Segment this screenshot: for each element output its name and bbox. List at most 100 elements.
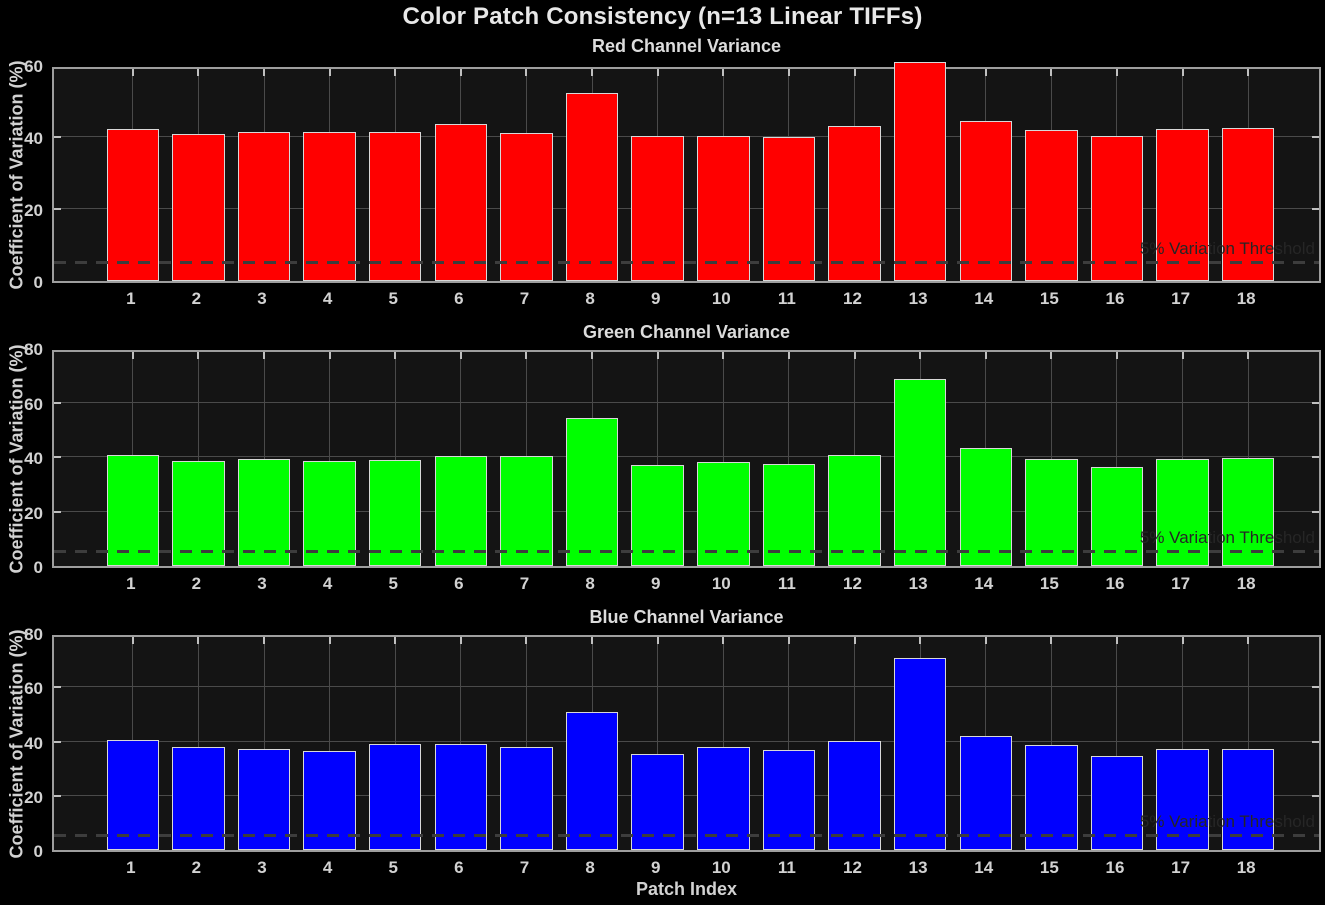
bar-green-5: [369, 459, 422, 566]
x-tick-label: 17: [1171, 858, 1191, 877]
axis-tick: [197, 352, 200, 359]
x-tick-label: 1: [126, 574, 136, 593]
bar-red-6: [434, 124, 488, 281]
bar-red-17: [1156, 129, 1209, 281]
bar-green-1: [106, 455, 160, 566]
x-tick-label: 9: [650, 858, 661, 877]
x-tick-label: 14: [974, 574, 994, 593]
gridline-vertical: [1116, 352, 1118, 566]
axis-tick: [787, 352, 790, 359]
axis-tick: [853, 69, 856, 76]
bar-blue-8: [565, 711, 619, 850]
axis-tick: [722, 352, 725, 359]
axis-tick: [131, 637, 134, 644]
bar-red-5: [369, 131, 422, 281]
gridline-vertical: [1182, 637, 1184, 850]
axis-tick: [1312, 136, 1319, 138]
gridline-horizontal: [54, 510, 1319, 512]
bar-blue-10: [697, 746, 750, 850]
x-tick-label: 13: [908, 289, 928, 308]
axis-tick: [525, 637, 528, 644]
bar-red-8: [565, 92, 619, 281]
x-tick-label: 9: [650, 289, 661, 308]
x-tick-label: 5: [388, 289, 398, 308]
axis-tick: [1247, 69, 1250, 76]
gridline-vertical: [263, 637, 265, 850]
x-tick-label: 6: [454, 574, 464, 593]
bar-blue-6: [434, 743, 488, 850]
axis-tick: [984, 69, 987, 76]
x-tick-label: 2: [191, 858, 202, 877]
x-tick-label: 12: [843, 858, 862, 877]
x-tick-label: 11: [777, 574, 796, 593]
axis-tick: [591, 69, 594, 76]
gridline-vertical: [788, 637, 790, 850]
x-tick-label: 3: [257, 858, 267, 877]
axis-tick: [54, 740, 61, 743]
x-tick-label: 2: [191, 289, 202, 308]
x-tick-label: 6: [454, 858, 464, 877]
gridline-vertical: [394, 637, 396, 850]
axis-tick: [1312, 510, 1319, 513]
y-tick-label: 20: [24, 201, 43, 220]
bar-green-11: [762, 463, 816, 566]
x-tick-label: 8: [585, 289, 595, 308]
axis-tick: [263, 69, 266, 76]
x-tick-label: 1: [126, 858, 136, 877]
panel-title-blue: Blue Channel Variance: [589, 607, 784, 627]
x-tick-label: 18: [1236, 574, 1256, 593]
axis-tick: [1181, 637, 1184, 644]
x-tick-label: 15: [1039, 858, 1059, 877]
axis-tick: [525, 352, 528, 359]
figure-title: Color Patch Consistency (n=13 Linear TIF…: [402, 3, 923, 30]
axis-tick: [131, 352, 134, 359]
bar-blue-16: [1090, 755, 1144, 850]
threshold-label-green: 5% Variation Threshold: [1139, 528, 1315, 548]
gridline-vertical: [197, 352, 199, 566]
x-tick-label: 15: [1039, 574, 1059, 593]
y-tick-label: 0: [33, 842, 43, 861]
gridline-vertical: [525, 637, 527, 850]
axis-tick: [591, 352, 594, 359]
bar-red-10: [697, 135, 750, 281]
axis-tick: [459, 69, 462, 76]
bar-red-1: [106, 128, 160, 281]
x-tick-label: 11: [777, 289, 796, 308]
gridline-vertical: [329, 352, 331, 566]
bar-blue-14: [959, 735, 1012, 850]
bar-blue-17: [1156, 749, 1209, 850]
bar-red-2: [172, 134, 225, 281]
x-tick-label: 16: [1105, 289, 1125, 308]
plot-area-blue: 5% Variation Threshold: [52, 635, 1321, 852]
gridline-vertical: [722, 352, 724, 566]
bar-blue-2: [172, 746, 225, 850]
axis-tick: [1181, 69, 1184, 76]
x-tick-label: 3: [257, 574, 267, 593]
bar-green-10: [697, 462, 750, 566]
axis-tick: [197, 69, 200, 76]
axis-tick: [1312, 686, 1319, 689]
axis-tick: [1312, 401, 1319, 404]
axis-tick: [394, 69, 397, 76]
x-tick-label: 4: [322, 289, 333, 308]
bar-blue-3: [237, 749, 291, 850]
bar-green-4: [303, 461, 356, 566]
bar-red-12: [828, 125, 881, 281]
y-tick-label: 60: [24, 57, 43, 76]
bar-blue-4: [303, 751, 356, 850]
x-tick-label: 16: [1105, 574, 1125, 593]
x-tick-label: 5: [388, 574, 398, 593]
bar-red-16: [1090, 135, 1144, 281]
x-tick-label: 7: [519, 858, 530, 877]
axis-tick: [54, 136, 61, 138]
x-tick-label: 12: [843, 574, 862, 593]
axis-tick: [722, 637, 725, 644]
axis-tick: [1247, 637, 1250, 644]
gridline-horizontal: [54, 136, 1319, 137]
axis-tick: [656, 69, 659, 76]
plot-area-green: 5% Variation Threshold: [52, 350, 1321, 568]
bar-blue-13: [893, 658, 947, 850]
axis-tick: [1115, 637, 1118, 644]
axis-tick: [1312, 794, 1319, 797]
bar-blue-12: [828, 741, 881, 850]
